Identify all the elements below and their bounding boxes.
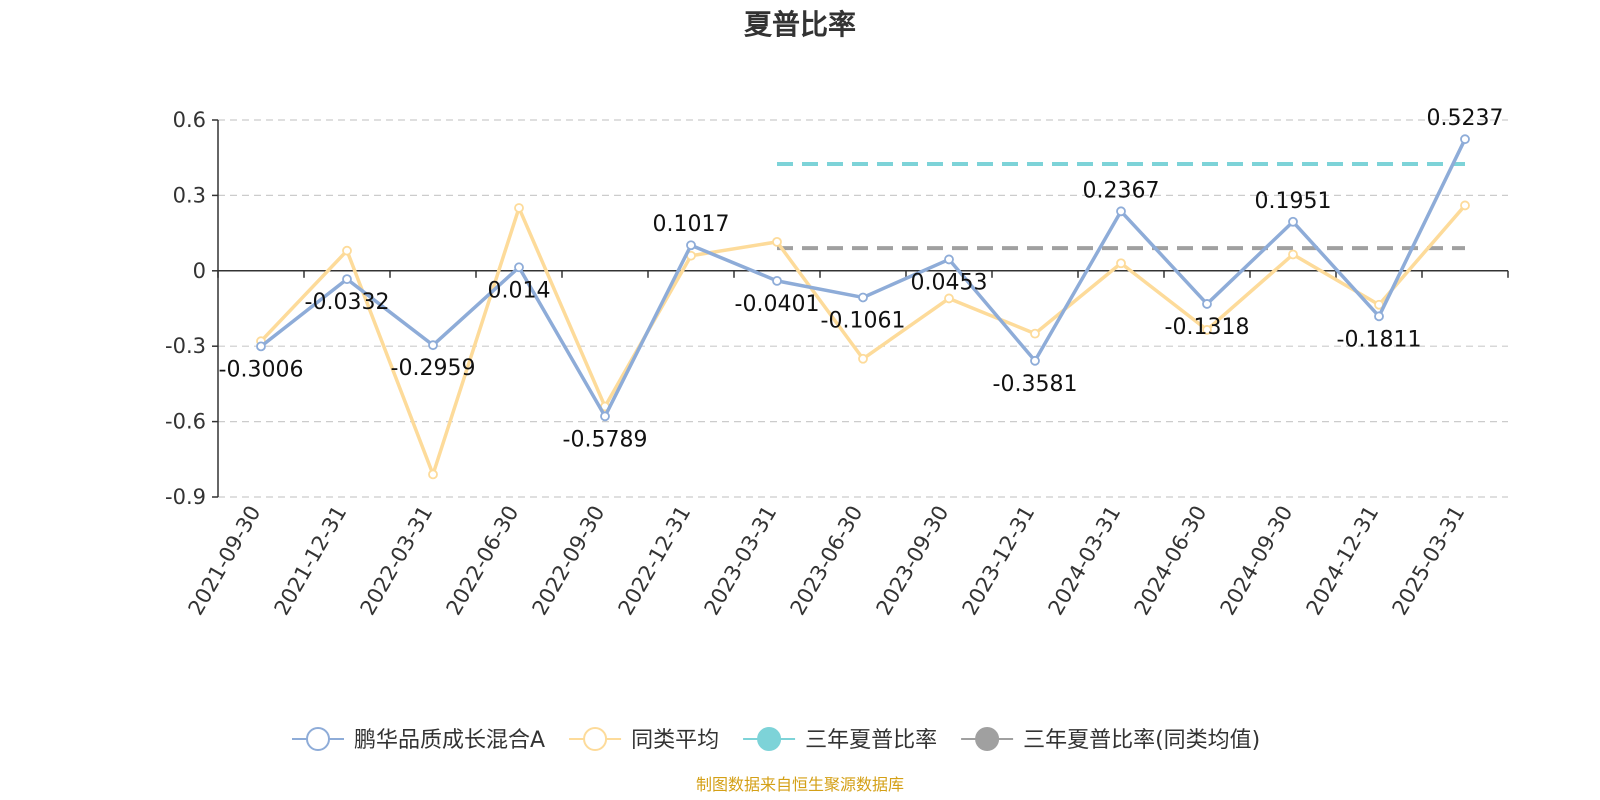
data-point[interactable] <box>342 245 352 256</box>
data-point[interactable] <box>1030 355 1040 366</box>
data-point[interactable] <box>342 274 352 285</box>
y-tick-label: 0.3 <box>173 183 206 207</box>
data-label: -0.1811 <box>1337 327 1422 352</box>
data-point[interactable] <box>686 240 696 251</box>
data-label: 0.2367 <box>1083 178 1160 203</box>
data-point[interactable] <box>256 341 266 352</box>
data-point[interactable] <box>600 411 610 422</box>
x-tick-label: 2024-12-31 <box>1302 502 1384 620</box>
legend-item[interactable]: 鹏华品质成长混合A <box>292 727 545 753</box>
data-point[interactable] <box>858 353 868 364</box>
data-point[interactable] <box>1202 299 1212 309</box>
legend-marker-icon <box>583 727 608 751</box>
data-point[interactable] <box>772 236 782 247</box>
data-point[interactable] <box>944 293 954 304</box>
data-point[interactable] <box>1288 216 1298 227</box>
legend-label: 三年夏普比率 <box>805 728 937 753</box>
data-labels: -0.3006 -0.0332 -0.2959 0.014 -0.5789 0.1017 -… <box>219 106 1504 452</box>
x-tick-label: 2023-09-30 <box>872 502 954 620</box>
data-point[interactable] <box>1460 200 1470 211</box>
x-tick-label: 2023-03-31 <box>700 502 782 620</box>
x-tick-label: 2022-09-30 <box>528 502 610 620</box>
data-point[interactable] <box>1202 324 1212 335</box>
x-tick-label: 2024-09-30 <box>1216 502 1298 620</box>
x-tick-label: 2022-03-31 <box>356 502 438 620</box>
legend-item[interactable]: 同类平均 <box>569 727 719 753</box>
data-point[interactable] <box>1288 249 1298 260</box>
x-tick-label: 2024-06-30 <box>1130 502 1212 620</box>
legend-label: 三年夏普比率(同类均值) <box>1023 728 1260 753</box>
legend-item[interactable]: 三年夏普比率(同类均值) <box>961 727 1260 753</box>
data-label: -0.5789 <box>563 427 648 452</box>
legend-label: 鹏华品质成长混合A <box>354 728 545 753</box>
reference-lines <box>777 161 1465 251</box>
y-tick-label: -0.6 <box>165 410 206 434</box>
data-point[interactable] <box>1116 206 1126 217</box>
chart-title: 夏普比率 <box>744 8 856 41</box>
grid-layer <box>218 119 1508 498</box>
x-tick-label: 2022-12-31 <box>614 502 696 620</box>
legend[interactable]: 鹏华品质成长混合A 同类平均 三年夏普比率 三年夏普比率(同类均值) <box>292 727 1260 753</box>
data-point[interactable] <box>428 469 438 480</box>
source-note: 制图数据来自恒生聚源数据库 <box>696 775 904 794</box>
data-label: -0.3006 <box>219 357 304 382</box>
legend-label: 同类平均 <box>631 728 719 753</box>
data-label: -0.0332 <box>305 290 390 315</box>
series-layer <box>256 134 1470 480</box>
data-label: 0.0453 <box>911 270 988 295</box>
data-point[interactable] <box>1116 258 1126 269</box>
y-tick-label: 0.6 <box>173 108 206 132</box>
data-label: -0.1318 <box>1165 315 1250 340</box>
data-point[interactable] <box>944 254 954 265</box>
data-point[interactable] <box>428 340 438 351</box>
series-line <box>259 204 1467 477</box>
x-tick-label: 2021-12-31 <box>270 502 352 620</box>
data-point[interactable] <box>514 262 524 273</box>
data-label: 0.5237 <box>1427 106 1504 131</box>
x-tick-label: 2021-09-30 <box>184 502 266 620</box>
data-label: 0.014 <box>488 278 551 303</box>
data-label: -0.1061 <box>821 308 906 333</box>
y-tick-label: -0.3 <box>165 334 206 358</box>
legend-marker-icon <box>757 727 782 751</box>
data-label: 0.1017 <box>653 212 730 237</box>
data-label: -0.3581 <box>993 372 1078 397</box>
legend-marker-icon <box>306 727 330 751</box>
legend-item[interactable]: 三年夏普比率 <box>743 727 937 753</box>
data-point[interactable] <box>1030 328 1040 339</box>
data-label: -0.2959 <box>391 356 476 381</box>
data-point[interactable] <box>772 275 782 286</box>
data-label: 0.1951 <box>1255 189 1332 214</box>
x-tick-label: 2024-03-31 <box>1044 502 1126 620</box>
x-tick-label: 2022-06-30 <box>442 502 524 620</box>
x-tick-label: 2023-06-30 <box>786 502 868 620</box>
y-tick-label: 0 <box>193 259 206 283</box>
legend-marker-icon <box>975 727 1000 751</box>
x-tick-label: 2025-03-31 <box>1388 502 1470 620</box>
x-tick-label: 2023-12-31 <box>958 502 1040 620</box>
data-point[interactable] <box>514 203 524 213</box>
y-tick-label: -0.9 <box>165 485 206 509</box>
data-point[interactable] <box>1374 311 1384 322</box>
data-label: -0.0401 <box>735 292 820 317</box>
data-point[interactable] <box>1460 134 1470 145</box>
data-point[interactable] <box>858 292 868 303</box>
